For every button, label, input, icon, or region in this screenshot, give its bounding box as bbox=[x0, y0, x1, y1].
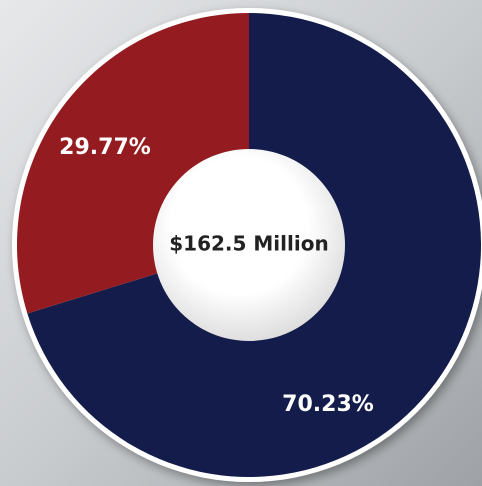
donut-hole bbox=[153, 149, 345, 341]
slice-label: 29.77% bbox=[59, 135, 151, 160]
center-label: $162.5 Million bbox=[169, 232, 328, 256]
slice-label: 70.23% bbox=[282, 392, 374, 417]
